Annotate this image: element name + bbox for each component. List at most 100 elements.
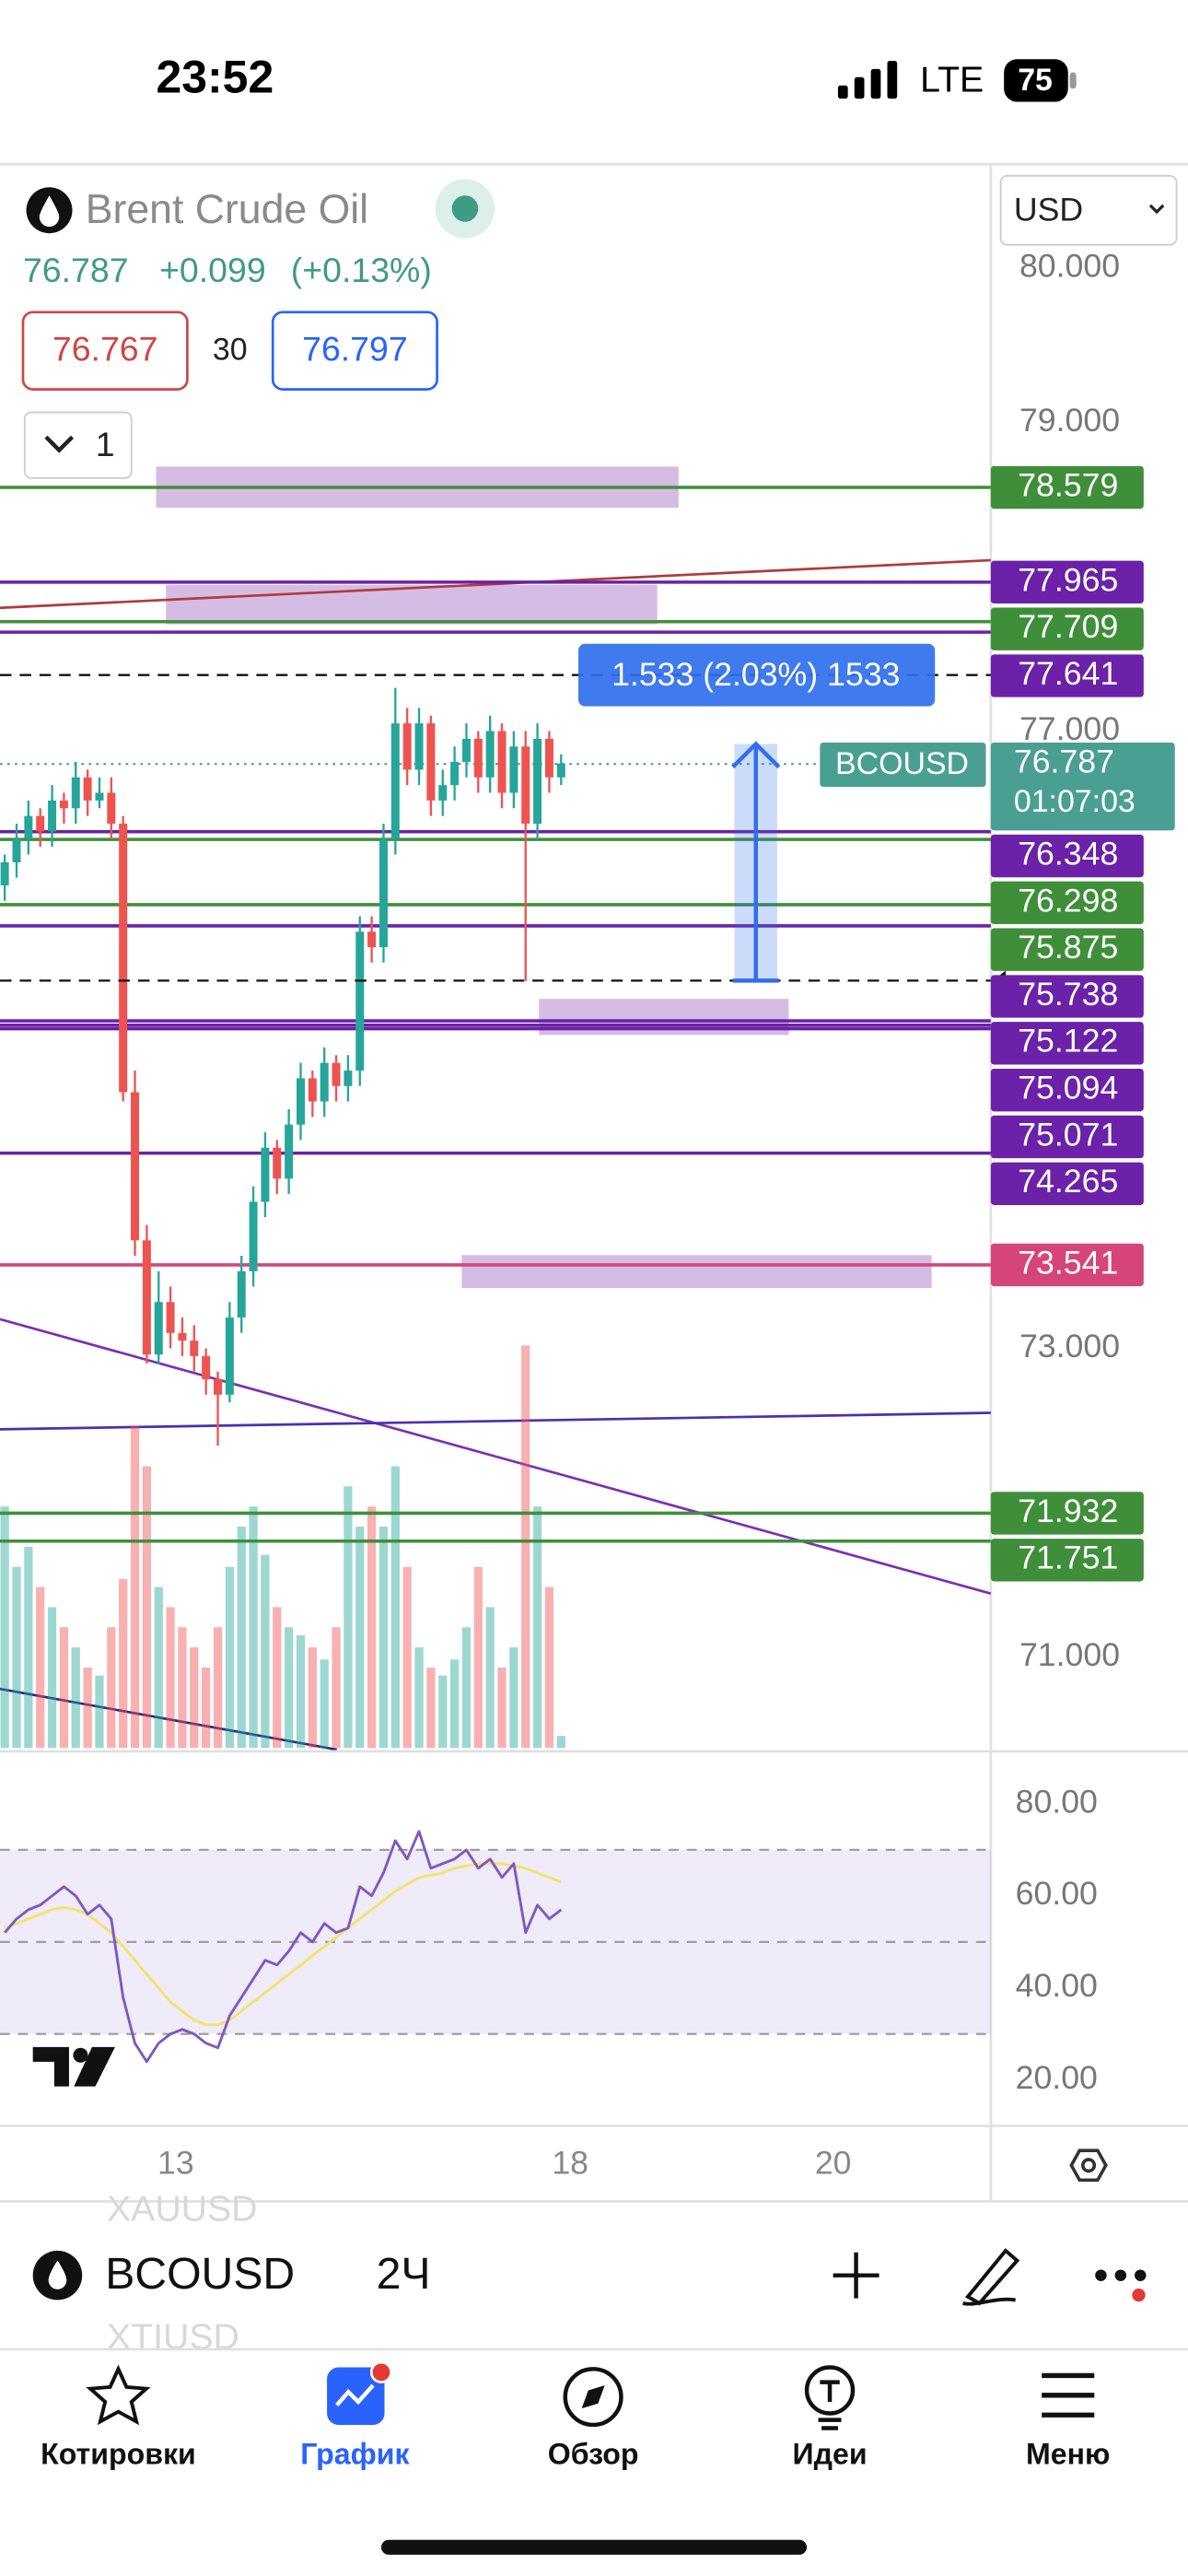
currency-select[interactable] xyxy=(999,174,1178,246)
symbol-tag-box xyxy=(820,743,986,788)
tab-label: Меню xyxy=(1026,2437,1110,2470)
candle-body xyxy=(473,738,483,778)
volume-bar xyxy=(556,1736,565,1749)
bid-price: 76.767 xyxy=(52,329,158,368)
candle-body xyxy=(379,838,388,948)
candle-body xyxy=(202,1355,211,1380)
tab[interactable]: Котировки xyxy=(41,2364,196,2470)
trend-line xyxy=(0,1411,991,1431)
candle-body xyxy=(59,800,68,809)
level-label: 71.751 xyxy=(1018,1540,1118,1576)
tab-bar: Котировки График Обзор Идеи Меню xyxy=(41,2360,1110,2471)
buy-button[interactable] xyxy=(271,310,438,391)
trend-line xyxy=(0,1317,991,1595)
volume-bar xyxy=(390,1466,400,1749)
symbol-name: Brent Crude Oil xyxy=(86,187,368,232)
volume-bar xyxy=(509,1647,518,1749)
level-label-box xyxy=(990,1492,1144,1535)
volume-bar xyxy=(497,1667,507,1749)
rsi-pane[interactable] xyxy=(0,1830,991,2064)
candle-body xyxy=(71,777,80,809)
level-label-box xyxy=(990,881,1144,925)
toolbar-symbol[interactable]: BCOUSD xyxy=(105,2249,295,2299)
candle-body xyxy=(83,777,92,801)
candle-body xyxy=(131,1092,140,1241)
candle-body xyxy=(332,1062,341,1086)
volume-bar xyxy=(449,1659,460,1749)
volume-bar xyxy=(83,1667,92,1749)
volume-bar xyxy=(154,1587,163,1749)
zone xyxy=(166,584,658,625)
zones xyxy=(156,466,932,1288)
x-tick-label: 13 xyxy=(157,2145,194,2182)
compass-icon xyxy=(563,2367,623,2428)
battery-nub xyxy=(1069,72,1077,89)
x-tick-label: 20 xyxy=(815,2145,852,2182)
symbol-header: Brent Crude Oil 76.787 +0.099 (+0.13%) 7… xyxy=(21,174,1178,479)
candle-body xyxy=(533,738,542,825)
sell-button[interactable] xyxy=(21,310,189,391)
currency: USD xyxy=(1014,191,1083,228)
indicators-count: 1 xyxy=(96,425,115,463)
candle-body xyxy=(273,1147,282,1179)
more-button[interactable] xyxy=(1095,2269,1147,2302)
candle-body xyxy=(390,723,400,839)
volume-bar xyxy=(355,1527,365,1749)
logo xyxy=(32,2046,115,2087)
idea-icon-detail xyxy=(818,2380,842,2430)
volume-bar xyxy=(320,1659,329,1749)
candle-body xyxy=(414,723,424,770)
volume-bar xyxy=(426,1667,436,1749)
candle-body xyxy=(36,815,45,832)
last-price: 76.787 xyxy=(23,251,129,289)
indicators-toggle[interactable] xyxy=(23,411,133,479)
toolbar-interval[interactable]: 2Ч xyxy=(377,2249,431,2299)
volume-bar xyxy=(332,1627,341,1749)
level-label-box xyxy=(990,1115,1144,1159)
clock: 23:52 xyxy=(157,52,274,103)
chart-icon-line xyxy=(335,2383,375,2407)
candle-body xyxy=(509,746,518,793)
draw-button[interactable] xyxy=(962,2248,1020,2306)
tab[interactable]: Идеи xyxy=(793,2365,868,2471)
volume-bar xyxy=(142,1466,152,1749)
candle-body xyxy=(0,861,9,886)
main-pane[interactable]: 1.533 (2.03%) 1533 BCOUSD xyxy=(0,466,991,1751)
y-tick-label: 77.000 xyxy=(1019,710,1120,747)
y-tick-label: 60.00 xyxy=(1016,1875,1098,1912)
ghost-symbol: XTIUSD xyxy=(107,2317,239,2358)
level-label: 75.094 xyxy=(1018,1070,1118,1107)
candle-body xyxy=(556,763,565,778)
level-label-box xyxy=(990,975,1144,1018)
rsi-line xyxy=(4,1830,563,2064)
battery-body xyxy=(1004,59,1068,102)
settings-icon[interactable] xyxy=(1069,2149,1108,2183)
candle-body xyxy=(285,1124,294,1179)
volume-bar xyxy=(285,1627,294,1749)
level-label-box xyxy=(990,1539,1144,1582)
drop-icon xyxy=(48,2260,67,2289)
volume-bar xyxy=(379,1527,389,1749)
volume-bar xyxy=(202,1667,211,1749)
candle-body xyxy=(178,1332,187,1341)
candle-body xyxy=(426,723,436,801)
volume-bar xyxy=(71,1647,80,1749)
volume-bar xyxy=(344,1486,353,1749)
candle-body xyxy=(461,738,471,763)
level-label: 77.709 xyxy=(1018,608,1118,645)
y-tick-label: 73.000 xyxy=(1019,1328,1120,1364)
level-label-box xyxy=(990,607,1144,650)
level-label-box xyxy=(990,560,1144,604)
price-axis: 80.000 79.000 77.000 73.000 71.000 78.579 77.9… xyxy=(990,247,1175,1673)
tab[interactable]: Меню xyxy=(1026,2372,1110,2470)
volume-bar xyxy=(473,1566,483,1749)
volume-bar xyxy=(237,1527,246,1749)
volume-bar xyxy=(119,1578,128,1749)
price-change-pct: (+0.13%) xyxy=(291,251,432,289)
tab[interactable]: Обзор xyxy=(548,2367,639,2470)
level-label-box xyxy=(990,465,1144,509)
tab[interactable]: График xyxy=(300,2360,410,2470)
add-button[interactable] xyxy=(833,2252,879,2299)
volume-bar xyxy=(461,1627,472,1749)
